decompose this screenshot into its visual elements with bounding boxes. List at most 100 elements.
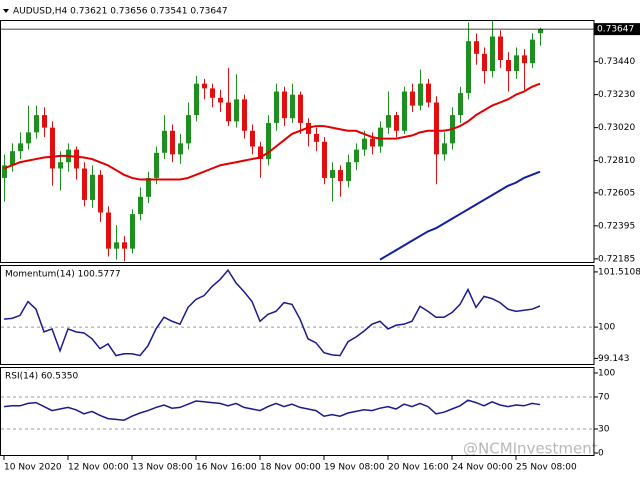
candle-body [434, 102, 439, 155]
candle-body [322, 141, 327, 178]
candle-body [482, 53, 487, 72]
candle-body [242, 99, 247, 131]
candle-body [490, 36, 495, 72]
candle-body [290, 94, 295, 119]
candle-body [226, 102, 231, 122]
last-price-box [594, 23, 640, 36]
candle-body [330, 170, 335, 178]
indicator-title: Momentum(14) 100.5777 [5, 270, 121, 280]
candle-body [354, 149, 359, 163]
x-tick-label: 10 Nov 2020 [4, 463, 62, 473]
plot-area [1, 396, 594, 430]
candle-body [162, 130, 167, 153]
y-tick-label: 0.73440 [598, 57, 635, 67]
candle-body [42, 115, 47, 128]
indicator-line [3, 268, 541, 357]
candle-body [178, 143, 183, 155]
x-tick-label: 25 Nov 08:00 [516, 463, 577, 473]
plot-area [2, 21, 543, 262]
candle-body [362, 138, 367, 150]
moving-average [3, 82, 541, 181]
y-tick-label: 101.5108 [598, 267, 640, 277]
candle-body [266, 122, 271, 160]
y-tick-label: 0 [598, 449, 604, 459]
candle-body [138, 196, 143, 215]
candle-body [386, 115, 391, 128]
y-tick-label: 30 [598, 425, 610, 435]
candle-body [538, 29, 543, 34]
candle-body [466, 41, 471, 94]
candle-body [298, 94, 303, 123]
candle-body [522, 55, 527, 64]
y-tick-label: 99.143 [598, 354, 630, 364]
candle-body [258, 146, 263, 160]
x-tick-label: 24 Nov 00:00 [452, 463, 513, 473]
candle-body [274, 91, 279, 123]
candle-body [26, 132, 31, 144]
y-tick-label: 0.73230 [598, 90, 635, 100]
x-tick-label: 19 Nov 08:00 [324, 463, 385, 473]
indicator-line [3, 399, 541, 421]
y-tick-label: 100 [598, 323, 615, 333]
panel-frame [0, 20, 595, 263]
candle-body [314, 133, 319, 142]
candle-body [2, 165, 7, 178]
candle-body [418, 83, 423, 106]
candle-body [74, 149, 79, 169]
candle-body [338, 170, 343, 182]
candle-body [186, 115, 191, 144]
candle-body [106, 212, 111, 249]
candle-body [370, 138, 375, 147]
candle-body [130, 214, 135, 249]
candle-body [346, 162, 351, 182]
candle-body [402, 91, 407, 131]
candle-body [50, 127, 55, 169]
panel-frame [0, 367, 595, 456]
candle-body [394, 115, 399, 131]
y-tick-label: 100 [598, 369, 615, 379]
y-tick-label: 0.72810 [598, 156, 635, 166]
candle-body [234, 99, 239, 122]
candle-body [34, 115, 39, 133]
candle-body [410, 91, 415, 106]
x-tick-label: 18 Nov 00:00 [260, 463, 321, 473]
candle-body [154, 152, 159, 178]
x-tick-label: 16 Nov 16:00 [196, 463, 257, 473]
candle-body [378, 127, 383, 147]
x-tick-label: 13 Nov 08:00 [132, 463, 193, 473]
candle-body [210, 88, 215, 98]
menu-arrow[interactable] [3, 9, 9, 13]
indicator-title: RSI(14) 60.5350 [5, 372, 78, 382]
candle-body [498, 36, 503, 61]
plot-area [1, 268, 594, 357]
moving-average [379, 170, 541, 261]
candle-body [506, 60, 511, 72]
candle-body [58, 162, 63, 169]
candle-body [474, 41, 479, 54]
candle-body [250, 130, 255, 147]
candle-body [114, 242, 119, 249]
chart-title: AUDUSD,H4 0.73621 0.73656 0.73541 0.7364… [13, 7, 228, 17]
x-tick-label: 20 Nov 16:00 [388, 463, 449, 473]
candle-body [10, 151, 15, 166]
candle-body [194, 83, 199, 116]
y-tick-label: 0.72395 [598, 221, 635, 231]
candle-body [82, 168, 87, 200]
candle-body [18, 143, 23, 152]
candle-body [90, 174, 95, 200]
last-price-label: 0.73647 [597, 25, 634, 35]
candle-body [282, 91, 287, 119]
candle-body [530, 39, 535, 64]
candle-body [218, 97, 223, 103]
y-tick-label: 0.72185 [598, 254, 635, 264]
candle-body [146, 177, 151, 197]
y-tick-label: 70 [598, 393, 610, 403]
candle-body [202, 83, 207, 89]
x-tick-label: 12 Nov 00:00 [68, 463, 129, 473]
candle-body [98, 174, 103, 213]
candle-body [458, 93, 463, 116]
candle-body [122, 242, 127, 249]
candle-body [426, 83, 431, 103]
candle-body [442, 143, 447, 155]
